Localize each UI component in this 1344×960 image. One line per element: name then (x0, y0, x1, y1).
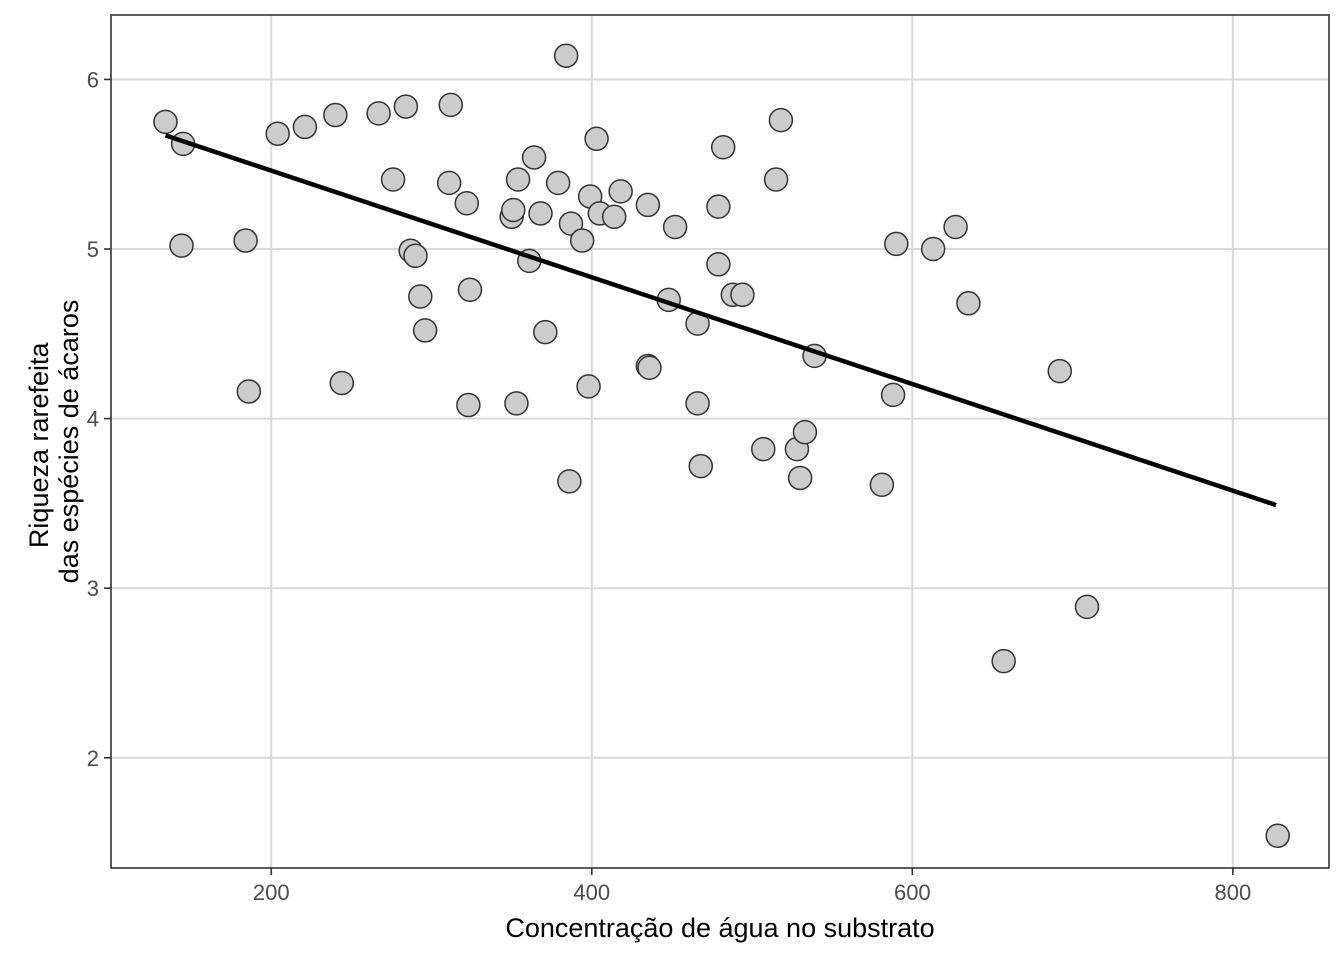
x-tick-label: 600 (894, 880, 931, 905)
data-point (584, 126, 609, 152)
data-point (792, 419, 818, 445)
y-tick-label: 5 (87, 237, 99, 262)
data-point (436, 170, 462, 196)
data-point (545, 170, 571, 196)
data-point (457, 277, 483, 302)
data-point (751, 436, 776, 462)
data-point (412, 318, 438, 343)
data-point (706, 194, 731, 219)
data-point (169, 233, 194, 258)
x-tick-label: 400 (573, 880, 610, 905)
data-point (662, 214, 688, 240)
y-tick-label: 2 (87, 746, 99, 771)
data-point (884, 231, 909, 257)
data-point (456, 392, 481, 418)
data-point (956, 291, 981, 316)
data-point (763, 167, 789, 192)
x-tick-label: 200 (253, 880, 290, 905)
data-point (569, 228, 595, 253)
data-point (730, 282, 755, 308)
data-point (329, 370, 355, 396)
data-point (528, 201, 553, 226)
data-point (501, 197, 526, 223)
data-point (393, 94, 419, 119)
x-axis-title: Concentração de água no substrato (505, 913, 934, 943)
data-point (553, 43, 579, 68)
data-point (869, 472, 895, 497)
data-point (880, 382, 906, 408)
y-tick-label: 4 (87, 407, 99, 432)
y-axis-title-line-2: das espécies de ácaros (54, 300, 84, 584)
data-point (688, 453, 714, 479)
data-point (233, 228, 258, 253)
data-point (504, 391, 529, 416)
data-point (706, 252, 731, 277)
data-point (635, 192, 661, 218)
data-point (292, 114, 318, 140)
data-point (601, 204, 627, 230)
data-point (403, 243, 428, 269)
data-point (991, 648, 1016, 674)
y-axis-title-line-1: Riqueza rarefeita (24, 341, 54, 548)
data-point (557, 469, 582, 494)
x-tick-label: 800 (1214, 880, 1251, 905)
data-point (576, 374, 601, 399)
data-point (533, 319, 558, 345)
data-point (505, 167, 531, 192)
data-point (710, 135, 736, 160)
y-axis-title: Riqueza rarefeita das espécies de ácaros (24, 300, 84, 584)
data-point (1265, 823, 1290, 849)
data-point (454, 190, 480, 216)
data-point (366, 101, 391, 126)
data-point (685, 391, 710, 416)
panel-border (110, 14, 1330, 869)
data-point (637, 355, 662, 380)
data-point (323, 102, 348, 128)
data-point (265, 121, 290, 146)
data-point (153, 109, 178, 135)
y-axis-ticks: 2 3 4 5 6 (87, 67, 111, 771)
data-point (380, 167, 406, 192)
data-point (521, 145, 547, 170)
grid-lines (111, 15, 1329, 868)
x-axis-ticks: 200 400 600 800 (253, 868, 1251, 905)
data-point (1047, 358, 1073, 384)
data-point (920, 236, 946, 262)
data-point (558, 211, 584, 236)
trend-line (164, 133, 1277, 508)
data-point (236, 379, 262, 404)
data-point (438, 92, 464, 118)
data-point (408, 284, 433, 309)
y-tick-label: 3 (87, 576, 99, 601)
data-point (787, 465, 813, 491)
data-point (943, 214, 968, 240)
y-tick-label: 6 (87, 67, 99, 92)
data-point (1074, 594, 1100, 620)
data-point (608, 179, 633, 204)
data-point (768, 107, 794, 133)
